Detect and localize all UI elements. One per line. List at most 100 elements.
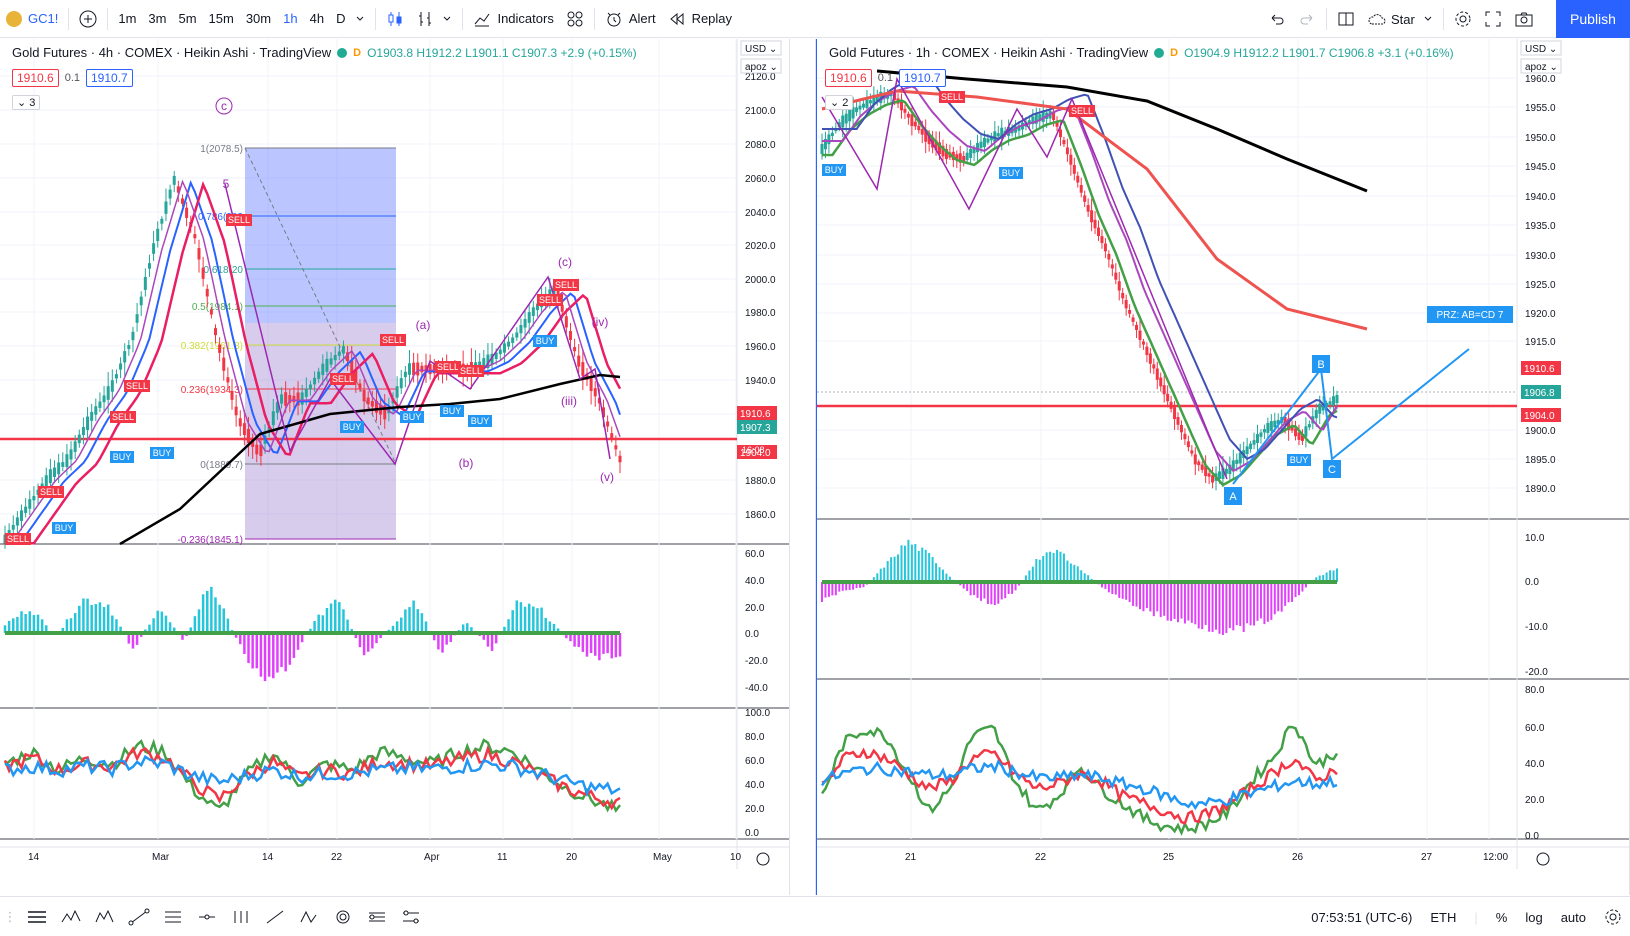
- redo-icon[interactable]: [1292, 5, 1322, 33]
- position-tool-icon[interactable]: [394, 900, 428, 934]
- trend-line-icon[interactable]: [122, 900, 156, 934]
- oscillator-tick-label: -20.0: [1525, 667, 1548, 678]
- symbol-search[interactable]: GC1!: [0, 5, 64, 33]
- ema-green-line: [822, 99, 1338, 487]
- fib-retracement-icon[interactable]: [156, 900, 190, 934]
- left-chart-panel[interactable]: 2120.0 2100.0 2080.0 2060.0 2040.0 2020.0 2000…: [0, 39, 790, 895]
- candle-body: [531, 307, 535, 316]
- sell-signal-label: SELL: [332, 374, 354, 384]
- buy-signal-label: BUY: [343, 422, 362, 432]
- candle-body: [903, 108, 907, 113]
- cloud-layout-button[interactable]: Star: [1361, 5, 1439, 33]
- chevron-down-icon: ⌄: [830, 97, 840, 109]
- chart-type-candles-icon[interactable]: [380, 5, 410, 33]
- fullscreen-icon[interactable]: [1478, 5, 1508, 33]
- candle-body: [1325, 402, 1329, 407]
- pattern-point-box: [1323, 460, 1341, 478]
- camera-snapshot-icon[interactable]: [1508, 5, 1540, 33]
- timeframe-30m[interactable]: 30m: [240, 5, 277, 33]
- buy-price-button[interactable]: 1910.7: [86, 69, 133, 87]
- price-tick-label: 1860.0: [745, 510, 776, 521]
- candle-body: [329, 358, 333, 365]
- layout-split-icon[interactable]: [1331, 5, 1361, 33]
- templates-grid-icon[interactable]: [560, 5, 590, 33]
- separator: [375, 7, 377, 30]
- timeframe-3m[interactable]: 3m: [142, 5, 172, 33]
- fib-level-label: 1(2078.5): [200, 144, 243, 155]
- right-chart-panel[interactable]: 1960.0 1955.0 1950.0 1945.0 1940.0 1935.0 1930…: [816, 39, 1630, 895]
- rsi-tick-label: 60.0: [1525, 723, 1545, 734]
- log-scale-toggle[interactable]: log: [1525, 909, 1543, 925]
- replay-button[interactable]: Replay: [662, 5, 738, 33]
- horizontal-ray-icon[interactable]: [190, 900, 224, 934]
- sell-price-tag-label: 1910.6: [1524, 364, 1555, 375]
- right-chart-canvas[interactable]: 1960.0 1955.0 1950.0 1945.0 1940.0 1935.0 1930…: [817, 39, 1630, 895]
- candle-body: [924, 129, 928, 142]
- settings-gear-icon[interactable]: [1448, 5, 1478, 33]
- candle-body: [982, 137, 986, 148]
- rsi-tick-label: 0.0: [1525, 831, 1539, 842]
- publish-button[interactable]: Publish: [1556, 0, 1630, 38]
- ohlc-values: O1904.9 H1912.2 L1901.7 C1906.8 +3.1 (+0…: [1184, 45, 1454, 60]
- last-price-time: 16:08: [742, 445, 765, 455]
- panel-divider[interactable]: [790, 39, 816, 895]
- wave-label-circle: [215, 97, 233, 115]
- clock-timezone[interactable]: 07:53:51 (UTC-6): [1311, 909, 1413, 925]
- ray-icon[interactable]: [258, 900, 292, 934]
- collapsed-count: 3: [29, 97, 36, 109]
- indicator-collapse-toggle[interactable]: ⌄ 3: [12, 95, 41, 110]
- candle-body: [1128, 309, 1132, 314]
- sell-price-button[interactable]: 1910.6: [825, 69, 872, 87]
- currency-label: USD ⌄: [1525, 44, 1557, 55]
- network-pattern-icon[interactable]: [292, 900, 326, 934]
- timeframe-label: 15m: [208, 11, 234, 26]
- bar-tools-icon[interactable]: [224, 900, 258, 934]
- timeframe-4h[interactable]: 4h: [304, 5, 330, 33]
- candle-body: [515, 332, 519, 338]
- market-open-icon: [1154, 47, 1165, 58]
- oscillator-tick-label: -10.0: [1525, 622, 1548, 633]
- sell-signal-tag: [537, 294, 563, 306]
- last-price-tag: [1521, 385, 1561, 399]
- session-toggle[interactable]: ETH: [1430, 909, 1457, 925]
- elliott-wave-icon[interactable]: [88, 900, 122, 934]
- indicators-button[interactable]: Indicators: [467, 5, 559, 33]
- candle-body: [296, 392, 300, 406]
- timeframe-1m[interactable]: 1m: [112, 5, 142, 33]
- time-tick-label: 26: [1292, 852, 1304, 863]
- alert-button[interactable]: Alert: [599, 5, 662, 33]
- sell-signal-label: SELL: [7, 534, 29, 544]
- candle-body: [1249, 443, 1253, 450]
- timeframe-15m[interactable]: 15m: [203, 5, 240, 33]
- menu-lines-icon[interactable]: [20, 900, 54, 934]
- percent-scale-toggle[interactable]: %: [1495, 909, 1508, 925]
- price-tick-label: 1960.0: [745, 342, 776, 353]
- candle-body: [490, 353, 494, 365]
- sell-price-button[interactable]: 1910.6: [12, 69, 59, 87]
- buy-signal-label: BUY: [471, 416, 490, 426]
- left-chart-canvas[interactable]: 2120.02100.02080.02060.02040.02020.02000…: [0, 39, 790, 895]
- undo-icon[interactable]: [1262, 5, 1292, 33]
- regression-icon[interactable]: [360, 900, 394, 934]
- indicator-collapse-toggle[interactable]: ⌄ 2: [825, 95, 854, 110]
- last-price-tag-label: 1906.8: [1524, 388, 1555, 399]
- auto-scale-toggle[interactable]: auto: [1560, 909, 1586, 925]
- compare-add-icon[interactable]: [73, 5, 103, 33]
- buy-signal-tag: [52, 522, 76, 534]
- drag-handle-icon[interactable]: ⋮: [3, 908, 17, 924]
- candle-body: [292, 395, 296, 403]
- timeframe-1h[interactable]: 1h: [277, 5, 303, 33]
- buy-price-button[interactable]: 1910.7: [899, 69, 946, 87]
- chart-style-bars-icon[interactable]: [410, 5, 458, 33]
- price-tick-label: 1980.0: [745, 308, 776, 319]
- pattern-xabcd-icon[interactable]: [54, 900, 88, 934]
- settings-gear-icon[interactable]: [1604, 908, 1622, 926]
- candle-body: [420, 365, 424, 373]
- fib-circle-icon[interactable]: [326, 900, 360, 934]
- fib-level-label: 0.382(1961.8): [181, 341, 243, 352]
- timeframe-5m[interactable]: 5m: [172, 5, 202, 33]
- candle-body: [1269, 421, 1273, 431]
- time-tick-label: 14: [262, 852, 274, 863]
- timeframe-d[interactable]: D: [330, 5, 371, 33]
- price-tick-label: 1940.0: [745, 376, 776, 387]
